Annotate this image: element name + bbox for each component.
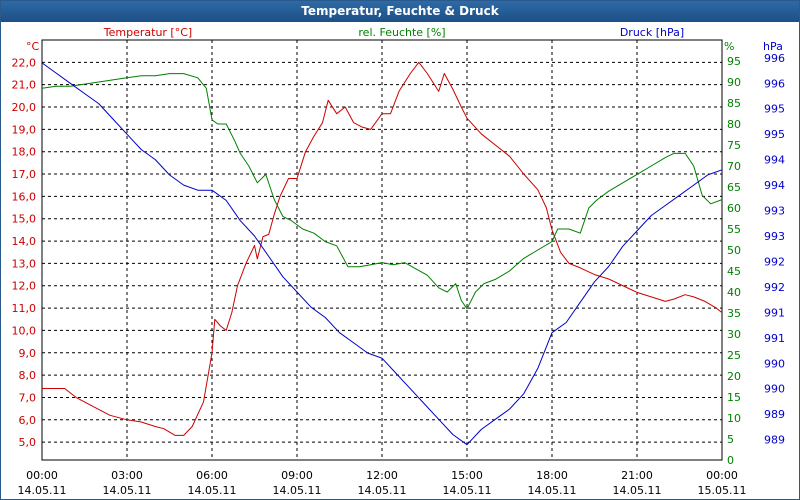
temp-axis-label: Temperatur [°C]	[103, 26, 192, 39]
x-tick-date: 14.05.11	[613, 484, 662, 497]
hum-tick-label: 15	[727, 391, 741, 404]
press-tick-label: 989	[764, 408, 785, 421]
x-tick-date: 14.05.11	[528, 484, 577, 497]
plot-frame	[41, 39, 723, 461]
hum-unit-label: %	[724, 40, 734, 53]
series-layer	[41, 61, 723, 446]
hum-tick-label: 30	[727, 328, 741, 341]
press-unit-label: hPa	[763, 40, 783, 53]
hum-tick-label: 25	[727, 349, 741, 362]
press-axis-label: Druck [hPa]	[620, 26, 684, 39]
hum-tick-label: 80	[727, 118, 741, 131]
x-tick-date: 14.05.11	[188, 484, 237, 497]
press-tick-label: 992	[764, 255, 785, 268]
press-tick-label: 993	[764, 205, 785, 218]
press-tick-label: 992	[764, 281, 785, 294]
x-tick-date: 15.05.11	[698, 484, 747, 497]
press-tick-label: 993	[764, 230, 785, 243]
press-tick-label: 991	[764, 332, 785, 345]
temp-tick-label: 22,0	[12, 56, 37, 69]
hum-tick-label: 75	[727, 139, 741, 152]
axis-ticks: 5,0 6,0 7,0 8,0 9,0 10,0 11,0 12,0 13,0 14,0 15,0 1…	[12, 52, 786, 497]
temp-tick-label: 20,0	[12, 101, 37, 114]
temp-tick-label: 15,0	[12, 213, 37, 226]
x-tick-time: 18:00	[536, 469, 568, 482]
x-tick-time: 06:00	[196, 469, 228, 482]
temp-tick-label: 14,0	[12, 235, 37, 248]
press-tick-label: 990	[764, 383, 785, 396]
hum-tick-label: 65	[727, 181, 741, 194]
temp-tick-label: 6,0	[19, 414, 37, 427]
hum-tick-label: 0	[727, 454, 734, 467]
press-tick-label: 996	[764, 52, 785, 65]
temp-tick-label: 17,0	[12, 168, 37, 181]
chart-grid	[42, 40, 722, 460]
hum-tick-label: 35	[727, 307, 741, 320]
temp-tick-label: 18,0	[12, 146, 37, 159]
temp-tick-label: 7,0	[19, 391, 37, 404]
temp-tick-label: 9,0	[19, 347, 37, 360]
x-tick-date: 14.05.11	[273, 484, 322, 497]
temp-tick-label: 16,0	[12, 190, 37, 203]
temp-tick-label: 8,0	[19, 369, 37, 382]
x-tick-date: 14.05.11	[18, 484, 67, 497]
series-line-press	[41, 62, 723, 446]
hum-axis-label: rel. Feuchte [%]	[358, 26, 445, 39]
hum-tick-label: 45	[727, 265, 741, 278]
press-tick-label: 995	[764, 128, 785, 141]
x-tick-time: 15:00	[451, 469, 483, 482]
temp-tick-label: 11,0	[12, 302, 37, 315]
press-tick-label: 989	[764, 434, 785, 447]
temp-tick-label: 13,0	[12, 257, 37, 270]
series-line-hum	[41, 73, 723, 310]
hum-tick-label: 95	[727, 55, 741, 68]
temp-tick-label: 5,0	[19, 436, 37, 449]
temp-tick-label: 10,0	[12, 324, 37, 337]
temp-tick-label: 12,0	[12, 280, 37, 293]
hum-tick-label: 50	[727, 244, 741, 257]
hum-tick-label: 90	[727, 76, 741, 89]
x-tick-date: 14.05.11	[358, 484, 407, 497]
temp-tick-label: 21,0	[12, 79, 37, 92]
x-tick-date: 14.05.11	[103, 484, 152, 497]
x-tick-time: 00:00	[706, 469, 738, 482]
temp-unit-label: °C	[26, 40, 40, 53]
x-tick-time: 00:00	[26, 469, 58, 482]
press-tick-label: 994	[764, 154, 785, 167]
x-tick-time: 12:00	[366, 469, 398, 482]
hum-tick-label: 60	[727, 202, 741, 215]
hum-tick-label: 10	[727, 412, 741, 425]
x-tick-time: 09:00	[281, 469, 313, 482]
hum-tick-label: 20	[727, 370, 741, 383]
x-tick-time: 03:00	[111, 469, 143, 482]
hum-tick-label: 70	[727, 160, 741, 173]
press-tick-label: 990	[764, 357, 785, 370]
press-tick-label: 994	[764, 179, 785, 192]
hum-tick-label: 85	[727, 97, 741, 110]
temp-tick-label: 19,0	[12, 123, 37, 136]
press-tick-label: 995	[764, 103, 785, 116]
hum-tick-label: 55	[727, 223, 741, 236]
press-tick-label: 996	[764, 77, 785, 90]
x-tick-time: 21:00	[621, 469, 653, 482]
hum-tick-label: 5	[727, 433, 734, 446]
series-line-temp	[42, 61, 723, 436]
press-tick-label: 991	[764, 306, 785, 319]
hum-tick-label: 40	[727, 286, 741, 299]
window-title: Temperatur, Feuchte & Druck	[1, 1, 799, 22]
x-tick-date: 14.05.11	[443, 484, 492, 497]
